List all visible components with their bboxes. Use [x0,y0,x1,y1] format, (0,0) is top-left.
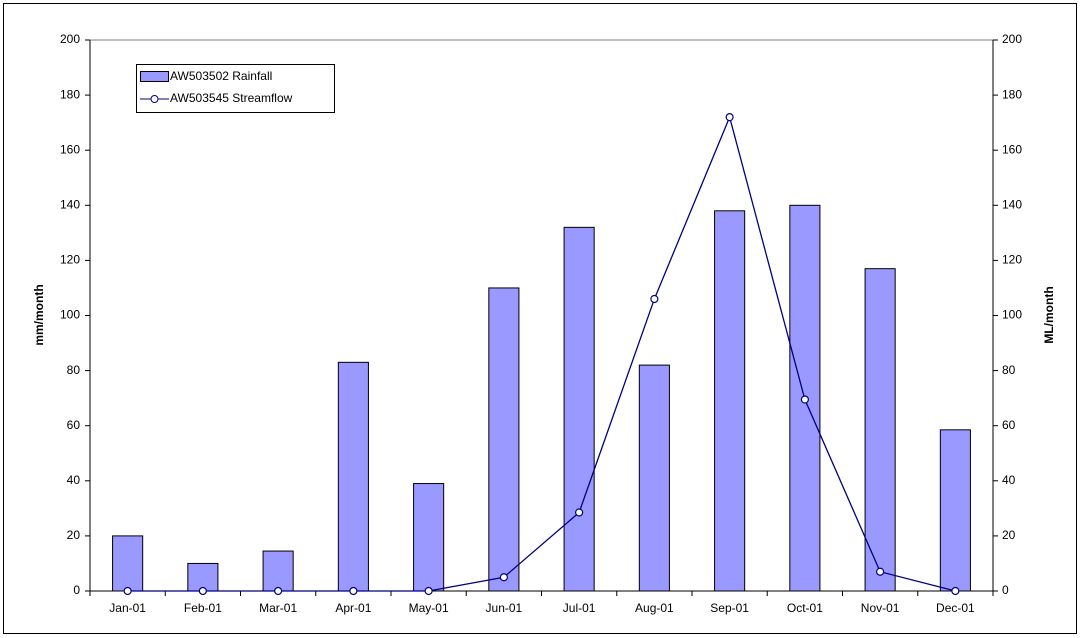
legend-swatch [140,71,169,82]
x-tick-label: Dec-01 [936,601,975,615]
x-tick-label: May-01 [409,601,449,615]
marker [951,586,960,596]
y-tick-label: 140 [60,197,80,211]
y2-axis-label: ML/month [1042,286,1056,343]
bar [864,268,896,592]
y2-tick-label: 180 [1002,87,1022,101]
y-axis-label: mm/month [32,284,46,345]
y-tick-label: 80 [67,363,81,377]
x-tick-label: Mar-01 [259,601,297,615]
y2-tick-label: 20 [1002,528,1016,542]
y-tick-label: 40 [67,473,81,487]
legend-label: AW503502 Rainfall [170,69,272,83]
y-tick-label: 0 [73,583,80,597]
marker [349,586,358,596]
x-tick-label: Sep-01 [710,601,749,615]
legend-label: AW503545 Streamflow [170,91,293,105]
marker [650,294,659,304]
y2-tick-label: 0 [1002,583,1009,597]
legend: AW503502 Rainfall AW503545 Streamflow [136,64,335,113]
x-tick-label: Aug-01 [635,601,674,615]
y2-tick-label: 60 [1002,418,1016,432]
bar [187,562,219,592]
bar [714,210,746,592]
y2-tick-label: 120 [1002,253,1022,267]
bar [413,483,445,592]
marker [725,113,734,122]
x-tick-label: Feb-01 [184,601,222,615]
marker [198,586,207,596]
y-tick-label: 180 [60,87,80,101]
bar [563,226,595,592]
marker [575,508,584,517]
y-tick-label: 200 [60,32,80,46]
y2-tick-label: 160 [1002,142,1022,156]
marker [274,586,283,596]
y2-tick-label: 80 [1002,363,1016,377]
x-tick-label: Jun-01 [486,601,523,615]
line [127,115,956,592]
bar [488,287,520,592]
x-tick-label: Jul-01 [563,601,596,615]
x-tick-label: Oct-01 [787,601,823,615]
x-tick-label: Nov-01 [861,601,900,615]
y2-tick-label: 40 [1002,473,1016,487]
bar [262,550,294,592]
bar [112,535,144,592]
legend-marker [150,95,159,103]
bar [337,361,369,592]
y-tick-label: 160 [60,142,80,156]
marker [876,567,885,576]
marker [800,395,809,404]
x-tick-label: Apr-01 [335,601,371,615]
y-tick-label: 60 [67,418,81,432]
bar [939,429,971,592]
y2-tick-label: 100 [1002,308,1022,322]
y-tick-label: 20 [67,528,81,542]
bar [638,364,670,592]
marker [123,586,132,596]
y2-tick-label: 200 [1002,32,1022,46]
marker [499,573,508,582]
y-tick-label: 120 [60,253,80,267]
x-tick-label: Jan-01 [109,601,146,615]
y-tick-label: 100 [60,308,80,322]
legend-box [136,64,335,113]
y2-tick-label: 140 [1002,197,1022,211]
marker [424,586,433,596]
